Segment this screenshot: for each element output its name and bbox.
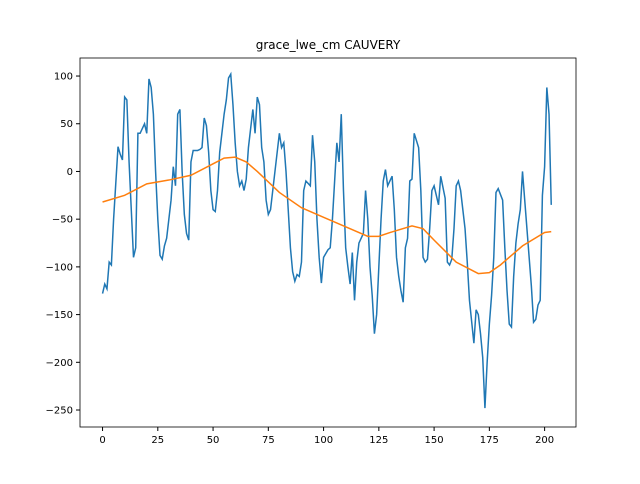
x-tick-label: 100	[314, 435, 333, 446]
x-tick-label: 175	[480, 435, 499, 446]
x-tick-label: 125	[369, 435, 388, 446]
line-series	[101, 71, 552, 409]
y-tick-label: −100	[46, 262, 73, 273]
x-tick-label: 25	[151, 435, 164, 446]
y-tick-label: 0	[67, 167, 73, 178]
x-tick-label: 75	[262, 435, 275, 446]
y-tick-label: 50	[60, 119, 73, 130]
axes-frame	[79, 57, 577, 428]
x-tick-label: 150	[425, 435, 444, 446]
y-tick-label: 100	[54, 72, 73, 83]
line-series	[102, 156, 552, 275]
x-tick-label: 200	[535, 435, 554, 446]
y-tick-label: −250	[46, 406, 73, 417]
x-tick-label: 50	[207, 435, 220, 446]
x-tick-label: 0	[99, 435, 105, 446]
y-tick-label: −200	[46, 358, 73, 369]
y-tick-label: −150	[46, 310, 73, 321]
chart-title: grace_lwe_cm CAUVERY	[256, 38, 401, 52]
y-tick-label: −50	[52, 215, 73, 226]
